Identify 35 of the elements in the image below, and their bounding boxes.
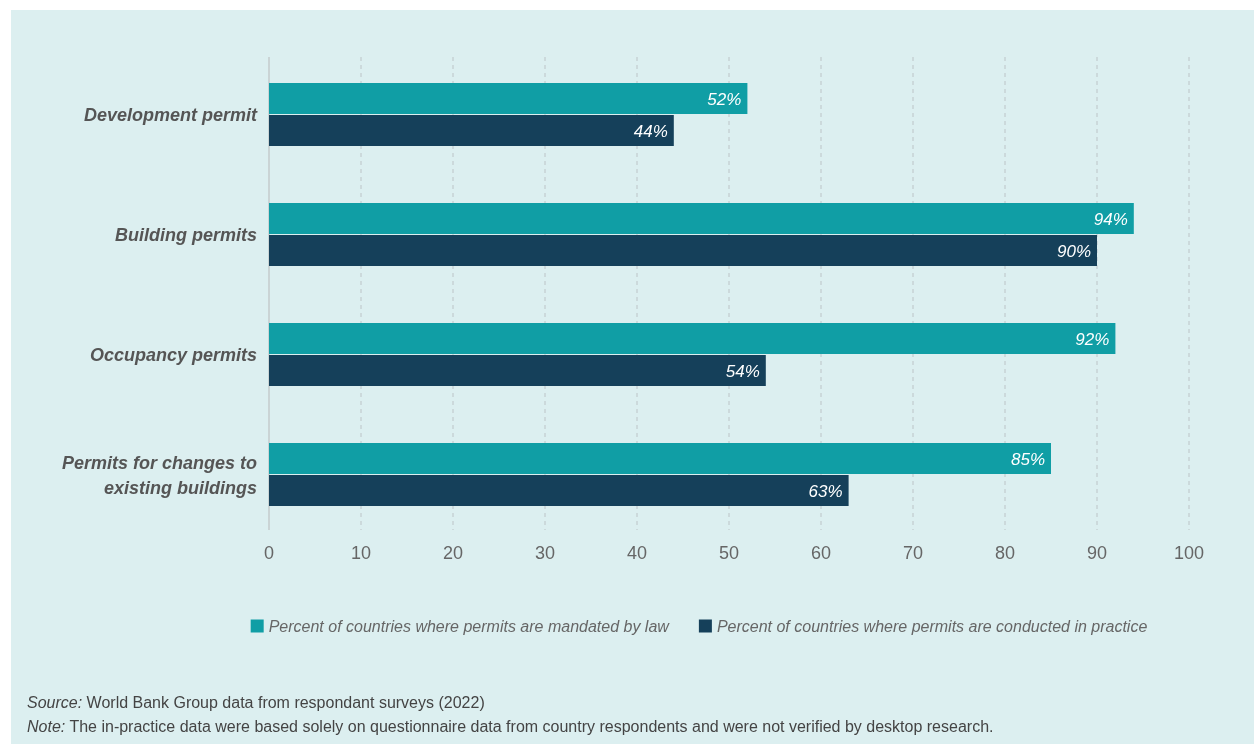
data-label: 63% bbox=[808, 481, 843, 501]
data-label: 90% bbox=[1056, 241, 1091, 261]
bar bbox=[269, 323, 1116, 354]
x-tick-label: 80 bbox=[994, 543, 1016, 564]
data-label: 94% bbox=[1093, 209, 1128, 229]
y-tick-label: Permits for changes to existing buildings bbox=[61, 452, 257, 498]
x-tick-label: 60 bbox=[810, 543, 832, 564]
legend-label: Percent of countries where permits are mandated by law bbox=[268, 617, 671, 635]
x-tick-label: 0 bbox=[263, 543, 275, 564]
x-tick-label: 90 bbox=[1086, 543, 1108, 564]
x-tick-label: 70 bbox=[902, 543, 924, 564]
x-tick-label: 10 bbox=[350, 543, 372, 564]
y-tick-label: Occupancy permits bbox=[89, 345, 257, 366]
bar bbox=[269, 443, 1051, 474]
y-tick-label: Building permits bbox=[114, 225, 257, 246]
bar bbox=[269, 83, 748, 114]
data-label: 54% bbox=[725, 361, 760, 381]
data-label: 52% bbox=[707, 89, 742, 109]
x-tick-label: 50 bbox=[718, 543, 740, 564]
bar bbox=[269, 203, 1134, 234]
x-tick-label: 100 bbox=[1173, 543, 1205, 564]
text: Note: The in-practice data were based solely on questionnaire data from country respondents and were not verified by desktop research. bbox=[27, 717, 994, 735]
data-label: 92% bbox=[1075, 329, 1110, 349]
source-note: Source: World Bank Group data from respondant surveys (2022) bbox=[27, 693, 485, 711]
x-tick-label: 20 bbox=[442, 543, 464, 564]
bar bbox=[269, 235, 1097, 266]
data-label: 44% bbox=[633, 121, 668, 141]
bar bbox=[269, 475, 849, 506]
data-label: 85% bbox=[1010, 449, 1045, 469]
x-tick-label: 30 bbox=[534, 543, 556, 564]
y-tick-label: Development permit bbox=[83, 105, 258, 126]
bar bbox=[269, 115, 674, 146]
bar bbox=[269, 355, 766, 386]
legend-label: Percent of countries where permits are conducted in practice bbox=[716, 617, 1148, 635]
x-tick-label: 40 bbox=[626, 543, 648, 564]
